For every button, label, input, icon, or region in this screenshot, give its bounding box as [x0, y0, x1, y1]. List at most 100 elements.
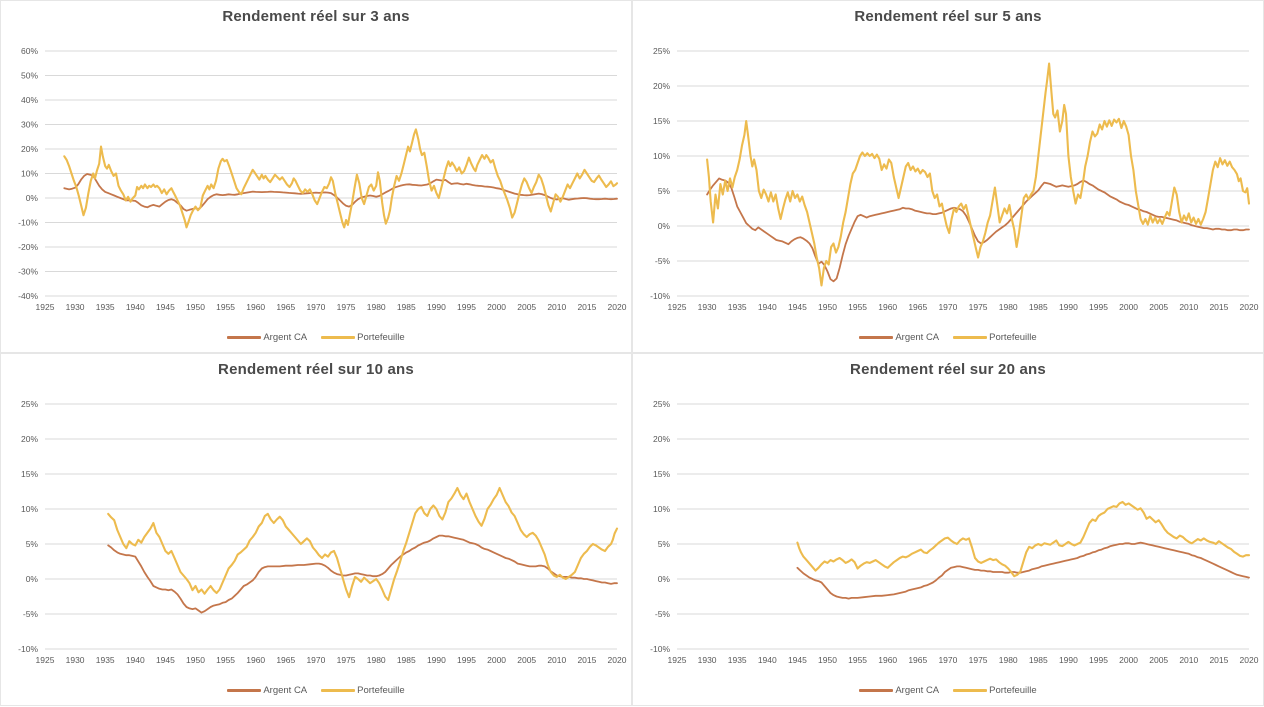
x-axis-tick-label: 1995 — [1089, 302, 1108, 312]
x-axis-tick-label: 1945 — [156, 302, 175, 312]
chart-canvas-3-ans: 60% 50% 40% 30% 20% 10% 0% -10% -20% -30% -40%1925… — [18, 46, 627, 312]
y-axis-tick-label: -20% — [18, 242, 38, 252]
x-axis-tick-label: 2020 — [608, 302, 627, 312]
legend-item-argent-ca: Argent CA — [227, 685, 307, 696]
x-axis-tick-label: 1965 — [276, 655, 295, 665]
y-axis-tick-label: 0% — [658, 221, 671, 231]
y-axis-tick-label: 10% — [653, 151, 670, 161]
x-axis-tick-label: 2010 — [547, 302, 566, 312]
x-axis-tick-label: 1965 — [908, 302, 927, 312]
x-axis-tick-label: 1945 — [156, 655, 175, 665]
y-axis-tick-label: 5% — [26, 539, 39, 549]
chart-title-5-ans: Rendement réel sur 5 ans — [854, 8, 1042, 25]
y-axis-tick-label: -5% — [655, 256, 671, 266]
x-axis-tick-label: 1955 — [848, 655, 867, 665]
x-axis-tick-label: 1930 — [698, 655, 717, 665]
x-axis-tick-label: 2020 — [1240, 302, 1259, 312]
chart-legend-3-ans: Argent CA Portefeuille — [1, 332, 631, 343]
x-axis-tick-label: 2010 — [1179, 302, 1198, 312]
x-axis-tick-label: 1975 — [337, 655, 356, 665]
chart-panel-20-ans: 25% 20% 15% 10% 5% 0% -5% -10% 1925 1930 1935 1940 1… — [632, 353, 1264, 706]
x-axis-tick-label: 1935 — [96, 302, 115, 312]
y-axis-tick-label: 5% — [658, 186, 671, 196]
legend-label: Argent CA — [263, 332, 308, 343]
x-axis-tick-label: 1935 — [96, 655, 115, 665]
y-axis-tick-label: 25% — [653, 399, 670, 409]
chart-canvas-5-ans: 25% 20% 15% 10% 5% 0% -5% -10%1925 1930 1935 1940 1… — [650, 46, 1259, 312]
legend-item-argent-ca: Argent CA — [859, 685, 939, 696]
x-axis-tick-label: 1945 — [788, 655, 807, 665]
series-line-argent-ca — [796, 541, 1250, 600]
x-axis-tick-label: 1980 — [367, 655, 386, 665]
y-axis-tick-label: 10% — [21, 169, 38, 179]
x-axis-tick-label: 1990 — [1059, 302, 1078, 312]
x-axis-tick-label: 2000 — [1119, 302, 1138, 312]
legend-line-swatch — [953, 336, 988, 339]
x-axis-tick-label: 2000 — [1119, 655, 1138, 665]
x-axis-tick-label: 1925 — [36, 302, 55, 312]
legend-label: Portefeuille — [357, 332, 405, 343]
x-axis-tick-label: 2020 — [608, 655, 627, 665]
y-axis-tick-label: -10% — [650, 291, 670, 301]
y-axis-tick-label: 0% — [658, 574, 671, 584]
legend-line-swatch — [953, 689, 988, 692]
x-axis-tick-label: 1985 — [397, 655, 416, 665]
y-axis-tick-label: 40% — [21, 95, 38, 105]
x-axis-tick-label: 1930 — [66, 655, 85, 665]
x-axis-tick-label: 1925 — [668, 655, 687, 665]
y-axis-tick-label: 15% — [653, 116, 670, 126]
legend-label: Argent CA — [895, 332, 940, 343]
chart-canvas-20-ans: 25% 20% 15% 10% 5% 0% -5% -10%1925 1930 1935 1940 1… — [650, 399, 1259, 665]
x-axis-tick-label: 1995 — [1089, 655, 1108, 665]
legend-line-swatch — [227, 336, 262, 339]
legend-item-argent-ca: Argent CA — [227, 332, 307, 343]
chart-legend-20-ans: Argent CA Portefeuille — [633, 685, 1263, 696]
y-axis-tick-label: -30% — [18, 267, 38, 277]
series-line-argent-ca — [63, 173, 618, 212]
x-axis-tick-label: 1985 — [1029, 655, 1048, 665]
y-axis-tick-label: 10% — [653, 504, 670, 514]
chart-panel-3-ans: 60% 50% 40% 30% 20% 10% 0% -10% -20% -30% -40% 1925… — [0, 0, 632, 353]
x-axis-tick-label: 1955 — [216, 655, 235, 665]
series-line-portefeuille — [107, 486, 619, 602]
x-axis-tick-label: 1925 — [36, 655, 55, 665]
y-axis-tick-label: -10% — [18, 218, 38, 228]
y-axis-tick-label: 20% — [21, 144, 38, 154]
x-axis-tick-label: 1985 — [397, 302, 416, 312]
y-axis-tick-label: -5% — [655, 609, 671, 619]
x-axis-tick-label: 1950 — [186, 302, 205, 312]
legend-line-swatch — [321, 336, 356, 339]
legend-item-portefeuille: Portefeuille — [953, 332, 1037, 343]
y-axis-tick-label: 20% — [653, 434, 670, 444]
x-axis-tick-label: 1965 — [276, 302, 295, 312]
y-axis-tick-label: -10% — [650, 644, 670, 654]
series-line-portefeuille — [63, 128, 619, 229]
x-axis-tick-label: 1985 — [1029, 302, 1048, 312]
legend-item-portefeuille: Portefeuille — [321, 685, 405, 696]
legend-label: Portefeuille — [357, 685, 405, 696]
x-axis-tick-label: 2010 — [547, 655, 566, 665]
legend-label: Portefeuille — [989, 685, 1037, 696]
chart-canvas-10-ans: 25% 20% 15% 10% 5% 0% -5% -10%1925 1930 1935 1940 1… — [18, 399, 627, 665]
chart-legend-10-ans: Argent CA Portefeuille — [1, 685, 631, 696]
x-axis-tick-label: 1925 — [668, 302, 687, 312]
x-axis-tick-label: 2005 — [1149, 302, 1168, 312]
x-axis-tick-label: 2015 — [1209, 302, 1228, 312]
x-axis-tick-label: 2005 — [517, 302, 536, 312]
x-axis-tick-label: 1990 — [427, 302, 446, 312]
x-axis-tick-label: 1930 — [698, 302, 717, 312]
x-axis-tick-label: 2010 — [1179, 655, 1198, 665]
legend-line-swatch — [859, 336, 894, 339]
x-axis-tick-label: 1995 — [457, 302, 476, 312]
series-line-argent-ca — [706, 177, 1250, 283]
y-axis-tick-label: 50% — [21, 71, 38, 81]
legend-line-swatch — [227, 689, 262, 692]
x-axis-tick-label: 1950 — [186, 655, 205, 665]
x-axis-tick-label: 2000 — [487, 302, 506, 312]
y-axis-tick-label: 60% — [21, 46, 38, 56]
x-axis-tick-label: 1980 — [367, 302, 386, 312]
x-axis-tick-label: 1975 — [337, 302, 356, 312]
x-axis-tick-label: 1940 — [758, 655, 777, 665]
legend-item-portefeuille: Portefeuille — [321, 332, 405, 343]
